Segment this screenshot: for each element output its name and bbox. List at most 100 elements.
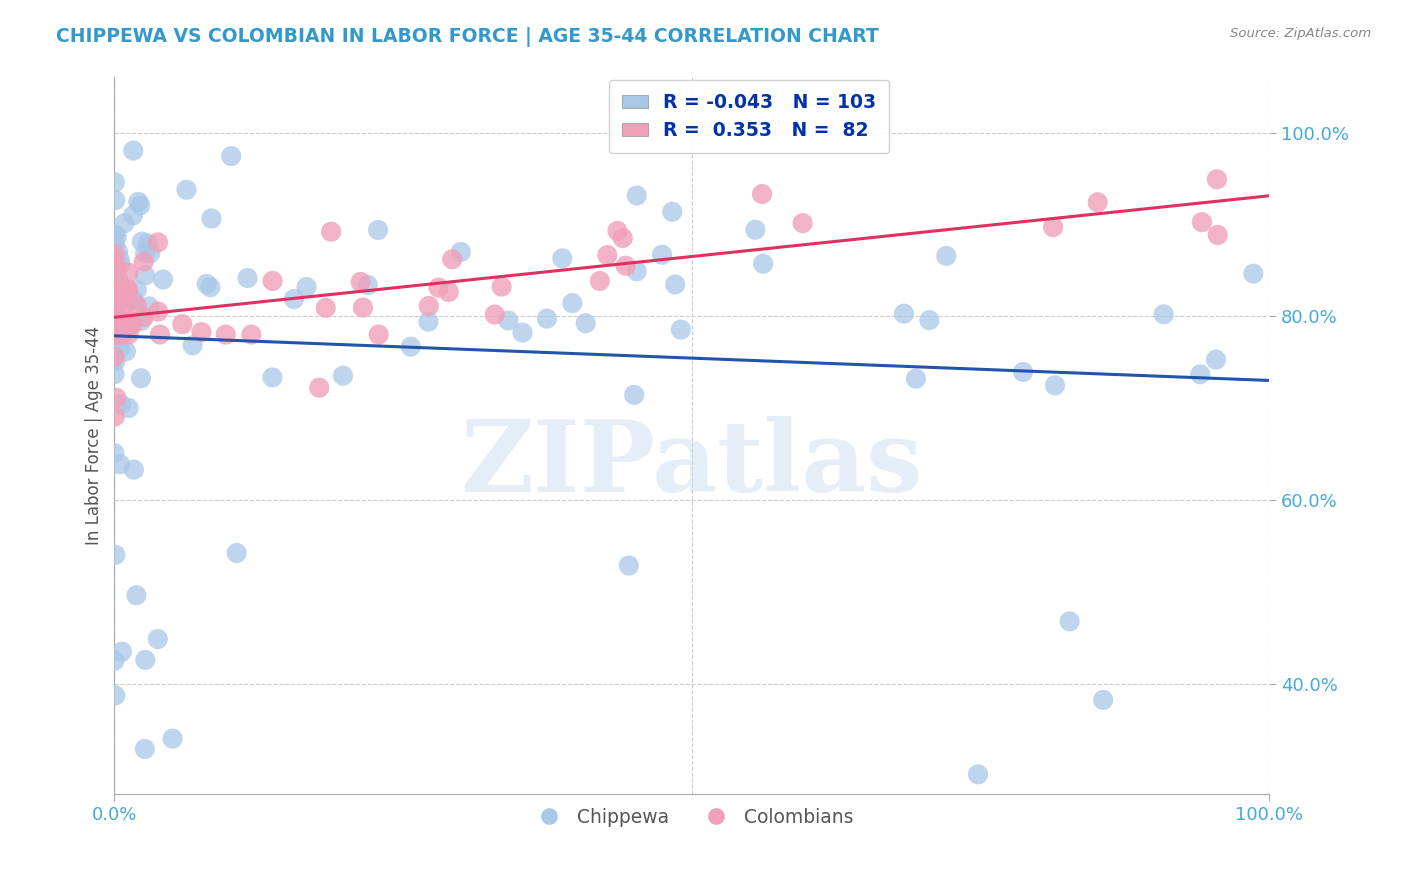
- Point: [612, 231, 634, 245]
- Point: [104, 335, 127, 350]
- Point: [399, 340, 422, 354]
- Point: [134, 268, 156, 283]
- Point: [138, 300, 160, 314]
- Point: [104, 326, 127, 340]
- Point: [181, 338, 204, 352]
- Text: ZIPatlas: ZIPatlas: [460, 416, 922, 513]
- Point: [136, 236, 159, 251]
- Point: [219, 149, 242, 163]
- Point: [104, 293, 127, 307]
- Point: [1153, 307, 1175, 321]
- Point: [112, 318, 135, 332]
- Point: [1087, 195, 1109, 210]
- Point: [664, 277, 686, 292]
- Point: [626, 264, 648, 278]
- Point: [367, 223, 389, 237]
- Point: [104, 327, 127, 342]
- Point: [1189, 368, 1212, 382]
- Point: [357, 277, 380, 292]
- Point: [190, 325, 212, 339]
- Point: [107, 327, 129, 342]
- Point: [744, 223, 766, 237]
- Point: [262, 370, 284, 384]
- Point: [134, 653, 156, 667]
- Point: [127, 194, 149, 209]
- Point: [104, 238, 127, 252]
- Point: [918, 313, 941, 327]
- Point: [125, 298, 148, 312]
- Point: [103, 310, 125, 325]
- Point: [107, 318, 129, 332]
- Point: [1191, 215, 1213, 229]
- Point: [1205, 172, 1227, 186]
- Point: [308, 381, 330, 395]
- Point: [195, 277, 218, 291]
- Point: [240, 327, 263, 342]
- Point: [110, 398, 132, 412]
- Point: [262, 274, 284, 288]
- Point: [215, 327, 238, 342]
- Point: [105, 326, 128, 340]
- Legend: Chippewa, Colombians: Chippewa, Colombians: [523, 800, 860, 834]
- Point: [110, 258, 132, 272]
- Point: [103, 327, 125, 342]
- Point: [315, 301, 337, 315]
- Point: [437, 285, 460, 299]
- Point: [606, 224, 628, 238]
- Point: [131, 235, 153, 249]
- Point: [1012, 365, 1035, 379]
- Point: [103, 246, 125, 260]
- Point: [125, 283, 148, 297]
- Point: [103, 310, 125, 324]
- Point: [103, 228, 125, 243]
- Point: [352, 301, 374, 315]
- Point: [110, 328, 132, 343]
- Point: [105, 309, 128, 323]
- Point: [103, 446, 125, 460]
- Point: [111, 645, 134, 659]
- Point: [1059, 615, 1081, 629]
- Point: [117, 283, 139, 297]
- Point: [104, 308, 127, 322]
- Point: [427, 280, 450, 294]
- Point: [751, 186, 773, 201]
- Point: [107, 327, 129, 342]
- Point: [103, 253, 125, 268]
- Point: [935, 249, 957, 263]
- Point: [111, 285, 134, 300]
- Point: [112, 290, 135, 304]
- Point: [105, 320, 128, 334]
- Point: [103, 350, 125, 364]
- Point: [551, 252, 574, 266]
- Point: [104, 354, 127, 368]
- Point: [108, 296, 131, 310]
- Point: [103, 654, 125, 668]
- Point: [295, 280, 318, 294]
- Point: [236, 271, 259, 285]
- Point: [117, 313, 139, 327]
- Point: [104, 548, 127, 562]
- Point: [115, 344, 138, 359]
- Point: [498, 313, 520, 327]
- Point: [122, 463, 145, 477]
- Point: [110, 316, 132, 330]
- Point: [125, 588, 148, 602]
- Point: [669, 323, 692, 337]
- Point: [118, 289, 141, 303]
- Point: [107, 272, 129, 286]
- Point: [107, 286, 129, 301]
- Point: [120, 314, 142, 328]
- Point: [103, 305, 125, 319]
- Point: [332, 368, 354, 383]
- Point: [561, 296, 583, 310]
- Point: [103, 367, 125, 381]
- Point: [132, 254, 155, 268]
- Point: [104, 327, 127, 342]
- Point: [614, 259, 637, 273]
- Point: [121, 293, 143, 307]
- Point: [104, 316, 127, 330]
- Point: [111, 293, 134, 308]
- Point: [121, 318, 143, 332]
- Point: [110, 317, 132, 331]
- Point: [104, 281, 127, 295]
